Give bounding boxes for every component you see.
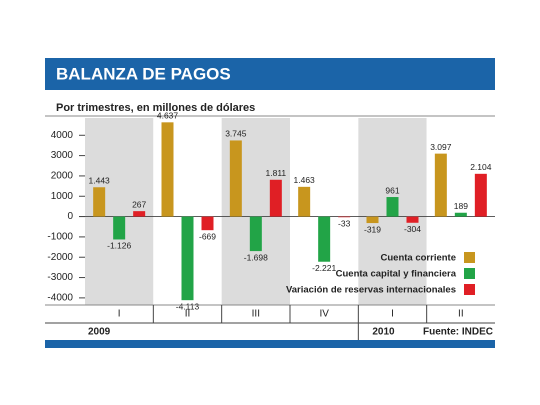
bar — [181, 216, 194, 301]
bar — [366, 216, 379, 224]
x-tick-label: III — [252, 309, 260, 320]
value-label: -319 — [364, 224, 381, 234]
bar — [113, 216, 126, 240]
value-label: -33 — [338, 219, 351, 229]
value-label: -1.126 — [107, 241, 131, 251]
bar — [454, 212, 467, 217]
year-label: 2009 — [88, 327, 111, 338]
bar — [386, 197, 399, 217]
chart-title: BALANZA DE PAGOS — [56, 64, 231, 83]
bar — [133, 211, 146, 217]
bar — [298, 186, 311, 217]
value-label: 1.463 — [294, 175, 316, 185]
value-label: -4.113 — [176, 301, 200, 311]
bar — [406, 216, 419, 223]
bar — [249, 216, 262, 252]
y-tick-label: -1000 — [47, 232, 73, 243]
legend-label: Cuenta capital y financiera — [336, 269, 457, 280]
value-label: -2.221 — [312, 263, 336, 273]
y-tick-label: 4000 — [51, 130, 74, 141]
x-tick-label: I — [391, 309, 394, 320]
x-tick-label: IV — [319, 309, 329, 320]
legend-swatch — [464, 268, 475, 279]
y-tick-label: 2000 — [51, 171, 74, 182]
bar — [93, 187, 106, 217]
y-tick-label: 1000 — [51, 191, 74, 202]
bar — [434, 153, 447, 217]
bottom-bar — [45, 340, 495, 348]
title-bar — [45, 58, 495, 90]
y-tick-label: 3000 — [51, 150, 74, 161]
x-tick-label: II — [458, 309, 464, 320]
value-label: -669 — [199, 231, 216, 241]
bar — [318, 216, 331, 262]
value-label: 1.443 — [89, 176, 111, 186]
value-label: 4.637 — [157, 111, 179, 121]
x-tick-label: II — [185, 309, 191, 320]
y-tick-label: 0 — [67, 211, 73, 222]
value-label: -1.698 — [244, 252, 268, 262]
bar — [338, 216, 351, 218]
bar — [229, 140, 242, 217]
y-tick-label: -3000 — [47, 272, 73, 283]
bar — [161, 122, 174, 217]
source: Fuente: INDEC — [423, 327, 493, 338]
value-label: 267 — [132, 199, 146, 209]
y-tick-label: -2000 — [47, 252, 73, 263]
bar — [201, 216, 214, 231]
value-label: 189 — [454, 201, 468, 211]
legend-swatch — [464, 284, 475, 295]
value-label: 2.104 — [470, 162, 492, 172]
x-tick-label: I — [118, 309, 121, 320]
bar — [474, 173, 487, 217]
chart-subtitle: Por trimestres, en millones de dólares — [56, 102, 255, 114]
legend-label: Cuenta corriente — [381, 253, 457, 264]
legend-swatch — [464, 252, 475, 263]
bar — [269, 179, 282, 217]
axis-bg — [45, 118, 85, 305]
y-tick-label: -4000 — [47, 293, 73, 304]
legend-label: Variación de reservas internacionales — [286, 285, 456, 296]
value-label: 3.745 — [225, 129, 247, 139]
value-label: -304 — [404, 224, 421, 234]
value-label: 961 — [385, 185, 399, 195]
year-label: 2010 — [372, 327, 395, 338]
value-label: 3.097 — [430, 142, 452, 152]
value-label: 1.811 — [266, 168, 287, 178]
